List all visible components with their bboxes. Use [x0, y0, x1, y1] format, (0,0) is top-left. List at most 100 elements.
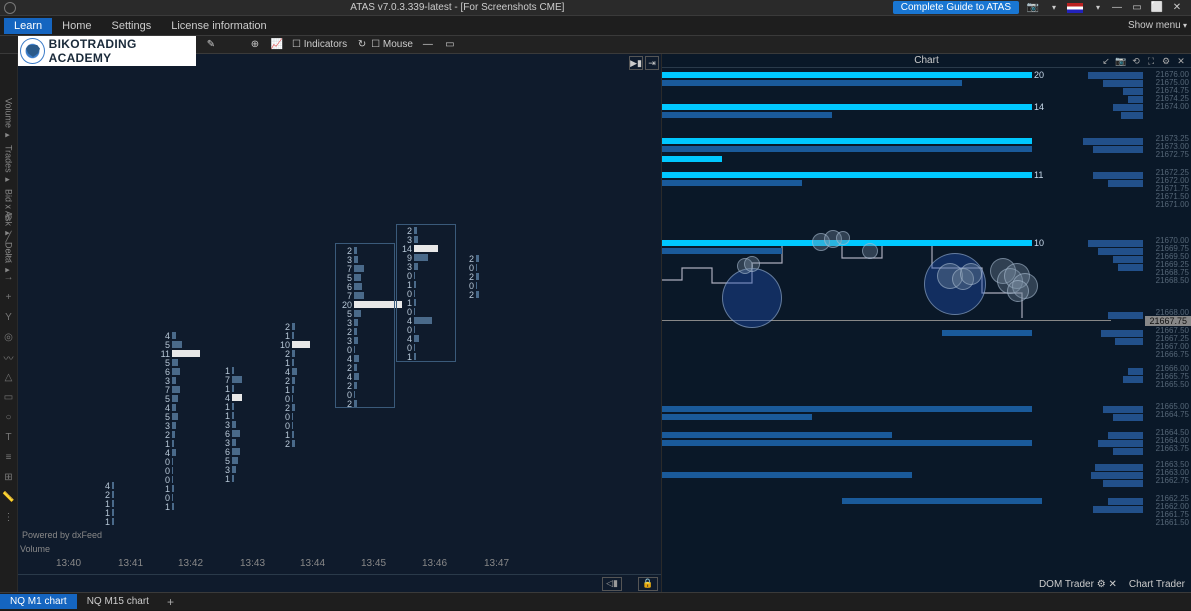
chart-lock-icon[interactable]: 🔒	[638, 577, 658, 591]
dom-camera-icon[interactable]: 📷	[1115, 55, 1127, 67]
dom-settings-icon[interactable]: ⚙	[1160, 55, 1172, 67]
tool-graph-icon[interactable]: 〰	[2, 351, 16, 365]
dom-reset-icon[interactable]: ⟲	[1130, 55, 1142, 67]
cluster-bar	[172, 458, 173, 465]
restore-icon[interactable]: ▭	[1129, 1, 1145, 15]
tool-zoom-icon[interactable]: ⊕	[247, 38, 263, 52]
dom-hist-bar	[1121, 112, 1143, 119]
tool-hline-icon[interactable]: ╲	[2, 251, 16, 265]
tool-dots-icon[interactable]: ⋮	[2, 511, 16, 525]
tool-line-icon[interactable]: ╱	[2, 231, 16, 245]
dom-ask-bar	[662, 72, 1032, 78]
dom-hist-bar	[1098, 248, 1143, 255]
chart-nav-left-icon[interactable]: ◁▮	[602, 577, 622, 591]
menu-item-learn[interactable]: Learn	[4, 18, 52, 34]
tool-pencil-dropdown[interactable]	[225, 38, 241, 52]
tool-bars-icon[interactable]: ≡	[2, 451, 16, 465]
cluster-bar	[112, 518, 114, 525]
tool-text-icon[interactable]: T	[2, 431, 16, 445]
cluster-bar	[292, 368, 297, 375]
dom-hist-bar	[1108, 180, 1143, 187]
tool-ruler-icon[interactable]: 📏	[2, 491, 16, 505]
tool-grid-icon[interactable]: ⊞	[2, 471, 16, 485]
cluster-bar	[292, 332, 294, 339]
dom-price-level: 21663.75	[1156, 444, 1189, 453]
powered-label: Powered by dxFeed	[22, 530, 102, 540]
dom-trade-circle	[836, 231, 850, 245]
menu-item-home[interactable]: Home	[52, 18, 101, 34]
camera-dropdown[interactable]	[1045, 1, 1061, 15]
cluster-box-1	[396, 224, 456, 362]
cluster-bar	[232, 457, 238, 464]
side-label-volume[interactable]: Volume ▸	[4, 98, 14, 141]
logo-bull-icon	[20, 38, 45, 64]
dom-panel[interactable]: Chart ↙ 📷 ⟲ ⛶ ⚙ ✕ 21667.75 2014111021676…	[662, 54, 1191, 592]
cluster-value: 2	[460, 290, 474, 300]
cluster-bar	[172, 386, 180, 393]
language-flag-icon[interactable]	[1067, 3, 1083, 13]
maximize-icon[interactable]: ⬜	[1149, 1, 1165, 15]
cluster-bar	[292, 359, 294, 366]
tool-dash-icon[interactable]: —	[420, 38, 436, 52]
minimize-icon[interactable]: —	[1109, 1, 1125, 15]
dom-trader-tab[interactable]: DOM Trader ⚙ ✕	[1039, 579, 1117, 590]
dom-hist-bar	[1128, 96, 1143, 103]
cluster-bar	[112, 482, 114, 489]
time-tick: 13:40	[56, 558, 81, 569]
tool-target-icon[interactable]: ◎	[2, 331, 16, 345]
tool-rect-icon[interactable]: ▭	[2, 391, 16, 405]
language-dropdown[interactable]	[1089, 1, 1105, 15]
dom-hist-bar	[1093, 146, 1143, 153]
chart-tab-1[interactable]: NQ M15 chart	[77, 594, 159, 609]
chart-area[interactable]: ▶▮ ⇥ 42111451156375453214000101171411363…	[18, 54, 662, 592]
cluster-bar	[172, 422, 176, 429]
chart-play-button[interactable]: ▶▮	[629, 56, 643, 70]
dom-hist-bar	[1103, 480, 1143, 487]
tool-triangle-icon[interactable]: △	[2, 371, 16, 385]
cluster-bar	[292, 413, 293, 420]
dom-price-level: 21668.00	[1156, 308, 1189, 317]
indicators-button[interactable]: Indicators	[292, 39, 347, 50]
tool-chart-icon[interactable]: 📈	[269, 38, 285, 52]
side-label-trades[interactable]: Trades ▸	[4, 145, 14, 185]
dom-close-icon[interactable]: ✕	[1175, 55, 1187, 67]
add-tab-button[interactable]: +	[159, 593, 182, 611]
dom-expand-icon[interactable]: ⛶	[1145, 55, 1157, 67]
dom-hist-bar	[1088, 240, 1143, 247]
tool-y-icon[interactable]: Y	[2, 311, 16, 325]
cluster-box-0	[335, 243, 395, 408]
dom-hist-bar	[1101, 330, 1143, 337]
tool-circle-icon[interactable]: ○	[2, 411, 16, 425]
tool-arrow-icon[interactable]: →	[2, 271, 16, 285]
guide-button[interactable]: Complete Guide to ATAS	[893, 1, 1019, 14]
time-tick: 13:42	[178, 558, 203, 569]
menu-item-settings[interactable]: Settings	[101, 18, 161, 34]
logo: BIKOTRADING ACADEMY	[18, 36, 196, 66]
dom-collapse-icon[interactable]: ↙	[1100, 55, 1112, 67]
dom-bid-bar	[942, 330, 1032, 336]
tool-refresh-icon[interactable]: ↻	[354, 38, 370, 52]
tool-crosshair-icon[interactable]: ⊕	[2, 211, 16, 225]
cluster-bar	[476, 291, 479, 298]
cluster-value: 1	[156, 502, 170, 512]
dom-price-level: 21661.50	[1156, 518, 1189, 527]
chart-trader-tab[interactable]: Chart Trader	[1129, 579, 1185, 590]
camera-icon[interactable]: 📷	[1025, 1, 1041, 15]
tool-folder-icon[interactable]: ▭	[442, 38, 458, 52]
tool-folder-dropdown[interactable]	[464, 38, 480, 52]
cluster-bar	[172, 341, 182, 348]
dom-hist-bar	[1113, 104, 1143, 111]
cluster-bar	[172, 404, 176, 411]
chart-lock-button[interactable]: ⇥	[645, 56, 659, 70]
show-menu-button[interactable]: Show menu	[1128, 20, 1187, 31]
mouse-button[interactable]: Mouse	[371, 39, 413, 50]
tool-plus-icon[interactable]: +	[2, 291, 16, 305]
cluster-6: 20202	[460, 254, 479, 299]
cluster-bar	[292, 422, 293, 429]
tool-pencil-icon[interactable]: ✎	[203, 38, 219, 52]
close-icon[interactable]: ✕	[1169, 1, 1185, 15]
dom-ask-bar	[662, 156, 722, 162]
menu-item-license-information[interactable]: License information	[161, 18, 276, 34]
chart-tab-0[interactable]: NQ M1 chart	[0, 594, 77, 609]
dom-trade-circle	[1007, 280, 1029, 302]
